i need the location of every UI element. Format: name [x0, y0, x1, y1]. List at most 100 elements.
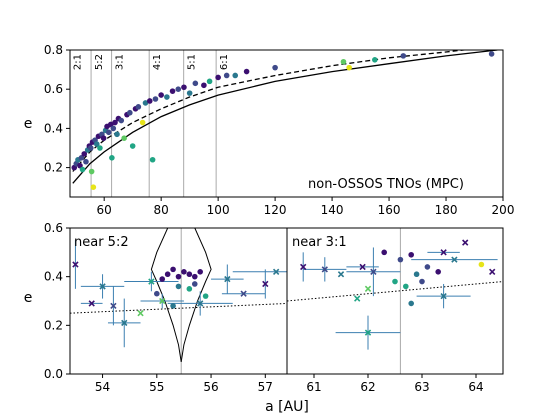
bottom-left-panel: 54 55 56 57 0.0 0.2 0.4 0.6 e near 5:2: [24, 221, 288, 394]
x-tick-label: 64: [468, 380, 483, 394]
data-point: [170, 266, 176, 273]
data-point: [129, 143, 136, 149]
x-tick-label: 140: [321, 203, 344, 217]
data-point: [397, 256, 404, 263]
y-tick-label: 0.8: [44, 43, 63, 57]
x-tick-label: 80: [154, 203, 169, 217]
top-ylabel: e: [24, 116, 33, 132]
data-point-x: [354, 295, 361, 302]
data-point: [118, 117, 125, 124]
x-axis-label: a [AU]: [265, 399, 309, 415]
bottom-left-y-ticks: 0.0 0.2 0.4 0.6: [44, 221, 70, 381]
data-point: [186, 271, 193, 278]
data-point-x: [240, 290, 247, 297]
data-point: [206, 78, 213, 85]
data-point-x: [370, 268, 377, 275]
data-point: [88, 168, 95, 175]
data-point-x: [197, 300, 204, 307]
resonance-label: 2:1: [72, 54, 83, 70]
data-point: [403, 283, 409, 290]
data-point: [197, 269, 203, 275]
data-point: [154, 290, 160, 297]
data-point: [181, 84, 187, 91]
data-point-x: [159, 297, 166, 305]
data-point: [408, 300, 415, 307]
data-point: [79, 166, 86, 173]
data-point: [78, 155, 85, 161]
top-axes-frame: [69, 49, 504, 198]
data-point: [392, 278, 398, 285]
data-point: [105, 129, 112, 136]
data-point-x: [148, 278, 155, 285]
bottom-right-annotation: near 3:1: [292, 235, 347, 250]
data-point: [223, 72, 230, 79]
data-point: [146, 98, 153, 104]
data-point: [100, 135, 107, 141]
x-tick-label: 57: [258, 380, 273, 394]
top-y-ticks: 0.2 0.4 0.6 0.8: [44, 43, 70, 175]
x-tick-label: 100: [207, 203, 230, 217]
data-point: [127, 109, 133, 116]
data-point: [181, 269, 187, 275]
data-point: [346, 64, 352, 71]
data-point-x: [262, 280, 269, 288]
solid-curve: [72, 50, 498, 184]
data-point-x: [440, 292, 447, 300]
data-point: [110, 125, 117, 132]
data-point: [175, 86, 182, 92]
data-point-x: [440, 249, 447, 256]
data-point-x: [489, 268, 496, 275]
data-point: [164, 94, 170, 100]
x-tick-label: 54: [95, 380, 110, 394]
data-point: [372, 57, 378, 63]
data-point-x: [359, 263, 366, 271]
data-point: [478, 261, 485, 268]
data-point-x: [337, 271, 345, 278]
top-panel: 2:1 5:2 3:1 4:1 5:1 6:1 60 80 100 120 140 160 180 20…: [24, 43, 515, 217]
data-point: [149, 156, 156, 163]
data-point-x: [224, 275, 231, 283]
data-point: [121, 135, 127, 141]
data-point: [83, 158, 89, 165]
data-point: [142, 100, 149, 106]
x-tick-label: 120: [264, 203, 287, 217]
y-tick-label: 0.6: [44, 221, 63, 235]
data-point-x: [121, 319, 128, 327]
top-x-ticks: 60 80 100 120 140 160 180 200: [97, 197, 515, 217]
data-point: [158, 92, 164, 98]
data-point: [175, 273, 182, 280]
data-point: [435, 269, 442, 275]
data-point: [272, 64, 278, 71]
data-point: [400, 53, 407, 59]
resonance-label: 3:1: [115, 54, 126, 70]
y-tick-label: 0.6: [44, 82, 63, 96]
bottom-right-plot-area: [287, 228, 503, 374]
x-tick-label: 56: [203, 380, 218, 394]
data-point-x: [137, 310, 144, 317]
data-point: [243, 68, 250, 75]
data-point-x: [321, 266, 328, 273]
data-point: [488, 51, 495, 57]
x-tick-label: 61: [306, 380, 321, 394]
top-annotation: non-OSSOS TNOs (MPC): [308, 177, 464, 192]
y-tick-label: 0.4: [44, 121, 63, 135]
x-tick-label: 200: [492, 203, 515, 217]
bottom-left-plot-area: [70, 228, 287, 374]
data-point: [186, 90, 193, 96]
dashed-curve: [72, 50, 470, 172]
data-point-x: [99, 283, 106, 290]
data-point: [152, 96, 159, 102]
data-point-x: [364, 285, 372, 292]
data-point: [186, 286, 193, 292]
data-point: [109, 155, 115, 161]
resonance-label: 4:1: [152, 54, 163, 70]
data-point: [192, 80, 199, 87]
trend-line: [287, 281, 503, 302]
x-tick-label: 55: [149, 380, 164, 394]
data-point: [419, 278, 425, 285]
bottom-right-x-ticks: 61 62 63 64: [306, 374, 484, 394]
trend-line: [70, 302, 287, 314]
data-point: [164, 271, 171, 278]
x-tick-label: 62: [360, 380, 375, 394]
